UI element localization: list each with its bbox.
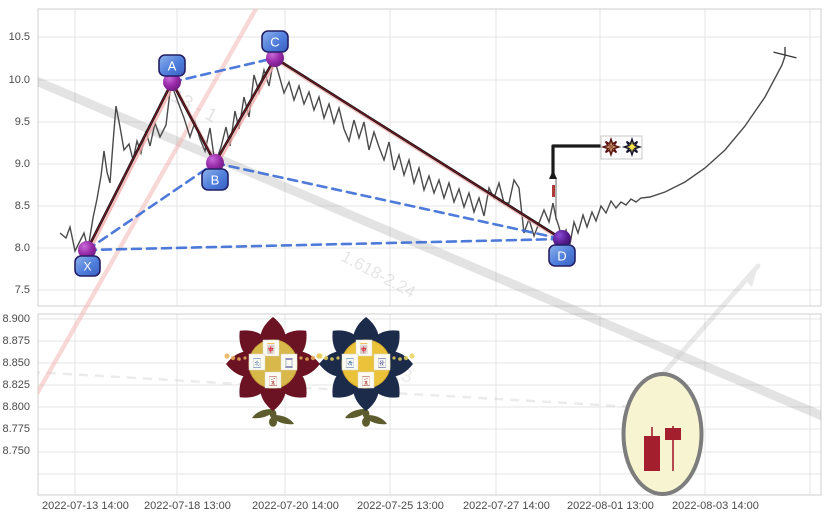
svg-text:2022-07-27 14:00: 2022-07-27 14:00 <box>463 500 550 512</box>
svg-text:2022-08-03 14:00: 2022-08-03 14:00 <box>672 500 759 512</box>
svg-text:9.5: 9.5 <box>15 116 30 128</box>
svg-text:8.825: 8.825 <box>2 379 30 391</box>
svg-text:🀇: 🀇 <box>362 376 370 387</box>
svg-text:🀃: 🀃 <box>253 358 261 369</box>
svg-text:🀇: 🀇 <box>269 376 277 387</box>
svg-text:8.900: 8.900 <box>2 313 30 325</box>
svg-text:2022-07-18 13:00: 2022-07-18 13:00 <box>144 500 231 512</box>
svg-text:🀂: 🀂 <box>346 358 354 369</box>
svg-text:🀆: 🀆 <box>285 358 293 369</box>
svg-text:🀄: 🀄 <box>265 342 277 355</box>
svg-text:9.0: 9.0 <box>15 158 30 170</box>
svg-text:8.800: 8.800 <box>2 401 30 413</box>
svg-text:8.775: 8.775 <box>2 423 30 435</box>
svg-text:🀄: 🀄 <box>358 342 370 355</box>
svg-text:1.618-2.24: 1.618-2.24 <box>338 247 419 302</box>
svg-text:X: X <box>83 260 91 274</box>
svg-text:B: B <box>211 173 220 188</box>
svg-text:8.750: 8.750 <box>2 445 30 457</box>
svg-text:8.875: 8.875 <box>2 335 30 347</box>
svg-text:10.5: 10.5 <box>9 31 30 43</box>
svg-text:8.5: 8.5 <box>15 200 30 212</box>
svg-text:10.0: 10.0 <box>9 74 30 86</box>
svg-text:2022-07-20 14:00: 2022-07-20 14:00 <box>252 500 339 512</box>
svg-text:D: D <box>557 249 566 264</box>
svg-text:8.850: 8.850 <box>2 357 30 369</box>
svg-text:🀅: 🀅 <box>378 358 386 369</box>
svg-text:2022-07-25 13:00: 2022-07-25 13:00 <box>357 500 444 512</box>
svg-text:2022-08-01 13:00: 2022-08-01 13:00 <box>567 500 654 512</box>
svg-text:7.5: 7.5 <box>15 284 30 296</box>
svg-text:C: C <box>270 35 279 50</box>
svg-text:A: A <box>168 59 177 74</box>
svg-text:2022-07-13 14:00: 2022-07-13 14:00 <box>42 500 129 512</box>
svg-text:8.0: 8.0 <box>15 242 30 254</box>
